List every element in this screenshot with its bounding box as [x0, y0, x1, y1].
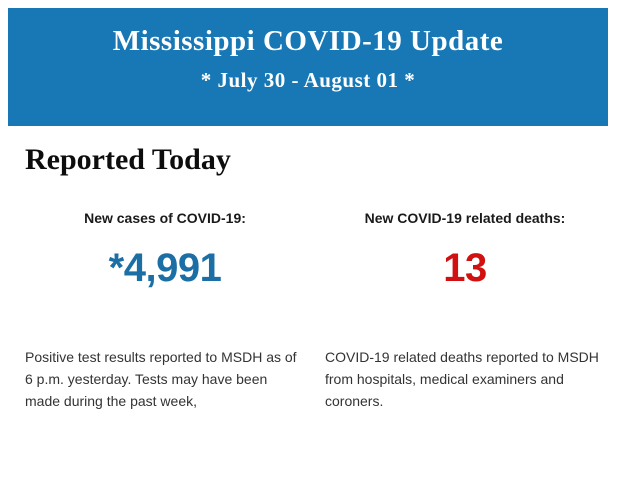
cases-description: Positive test results reported to MSDH a… — [25, 349, 297, 409]
deaths-value: 13 — [443, 246, 487, 290]
page-title: Mississippi COVID-19 Update — [112, 25, 504, 57]
deaths-label: New COVID-19 related deaths: — [364, 210, 566, 226]
cases-label: New cases of COVID-19: — [84, 210, 246, 226]
section-title: Reported Today — [25, 143, 231, 176]
stat-deaths: New COVID-19 related deaths: 13 COVID-19… — [325, 210, 605, 412]
date-range: * July 30 - August 01 * — [200, 68, 416, 92]
cases-value: *4,991 — [108, 246, 222, 290]
stats-grid: New cases of COVID-19: *4,991 Positive t… — [25, 210, 605, 412]
main-content: Reported Today New cases of COVID-19: *4… — [0, 141, 620, 412]
stat-cases: New cases of COVID-19: *4,991 Positive t… — [25, 210, 305, 412]
deaths-description: COVID-19 related deaths reported to MSDH… — [325, 349, 599, 409]
header-banner: Mississippi COVID-19 Update * July 30 - … — [8, 8, 608, 126]
